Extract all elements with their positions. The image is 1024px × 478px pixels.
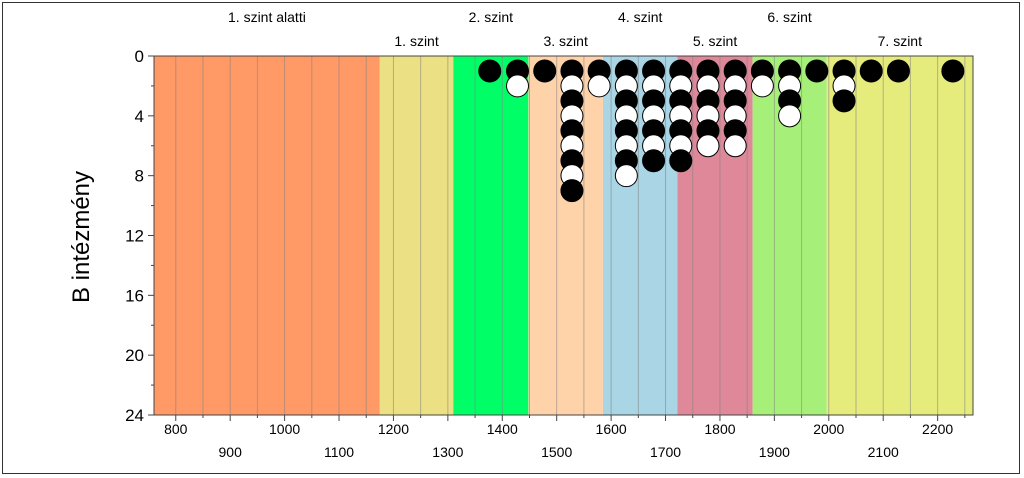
y-tick-label: 8 — [135, 167, 144, 186]
x-axis: 800 1000 1200 1400 1600 1800 2000 2200 900 1100 13… — [164, 415, 966, 460]
level-label-8: 7. szint — [878, 33, 922, 49]
level-label-5: 4. szint — [618, 9, 662, 25]
level-label-7: 6. szint — [767, 9, 811, 25]
level-band-8 — [826, 56, 973, 415]
x-tick-label: 800 — [164, 421, 188, 437]
filled-point — [642, 149, 666, 173]
y-tick-label: 16 — [125, 286, 144, 305]
x-tick-label: 1600 — [596, 421, 627, 437]
y-tick-label: 24 — [125, 406, 144, 425]
filled-point — [941, 59, 965, 83]
open-point — [587, 74, 611, 98]
open-point — [723, 134, 747, 158]
level-label-3: 2. szint — [469, 9, 513, 25]
y-tick-label: 20 — [125, 346, 144, 365]
y-tick-label: 12 — [125, 227, 144, 246]
level-label-6: 5. szint — [693, 33, 737, 49]
x-tick-label: 2000 — [813, 421, 844, 437]
level-labels: 1. szint alatti 1. szint 2. szint 3. szint 4… — [228, 9, 922, 49]
y-tick-label: 0 — [135, 47, 144, 66]
level-band-2 — [379, 56, 454, 415]
filled-point — [669, 149, 693, 173]
level-bands — [154, 56, 973, 415]
x-tick-label: 1100 — [324, 444, 354, 460]
y-axis-title: B intézmény — [68, 171, 95, 303]
filled-point — [533, 59, 557, 83]
filled-point — [859, 59, 883, 83]
x-tick-label: 1200 — [378, 421, 409, 437]
x-tick-label: 1000 — [269, 421, 300, 437]
x-tick-label: 2200 — [922, 421, 953, 437]
level-band-5 — [602, 56, 678, 415]
x-tick-label: 1900 — [759, 444, 790, 460]
x-tick-label: 1500 — [541, 444, 572, 460]
x-tick-label: 1300 — [432, 444, 463, 460]
level-label-2: 1. szint — [394, 33, 438, 49]
open-point — [506, 74, 530, 98]
x-tick-label: 1800 — [704, 421, 735, 437]
filled-point — [832, 89, 856, 113]
filled-point — [478, 59, 502, 83]
y-axis: 0 4 8 12 16 20 24 — [125, 47, 154, 425]
y-tick-label: 4 — [135, 107, 144, 126]
level-label-1: 1. szint alatti — [228, 9, 306, 25]
data-points — [478, 59, 965, 203]
open-point — [778, 104, 802, 128]
filled-point — [886, 59, 910, 83]
open-point — [614, 164, 638, 188]
level-band-1 — [154, 56, 380, 415]
filled-point — [805, 59, 829, 83]
open-point — [696, 134, 720, 158]
x-tick-label: 1400 — [487, 421, 518, 437]
gridlines — [175, 56, 966, 415]
x-tick-label: 900 — [219, 444, 243, 460]
open-point — [750, 74, 774, 98]
x-tick-label: 1700 — [650, 444, 681, 460]
level-label-4: 3. szint — [543, 33, 587, 49]
level-band-3 — [453, 56, 529, 415]
x-tick-label: 2100 — [868, 444, 899, 460]
filled-point — [560, 179, 584, 203]
